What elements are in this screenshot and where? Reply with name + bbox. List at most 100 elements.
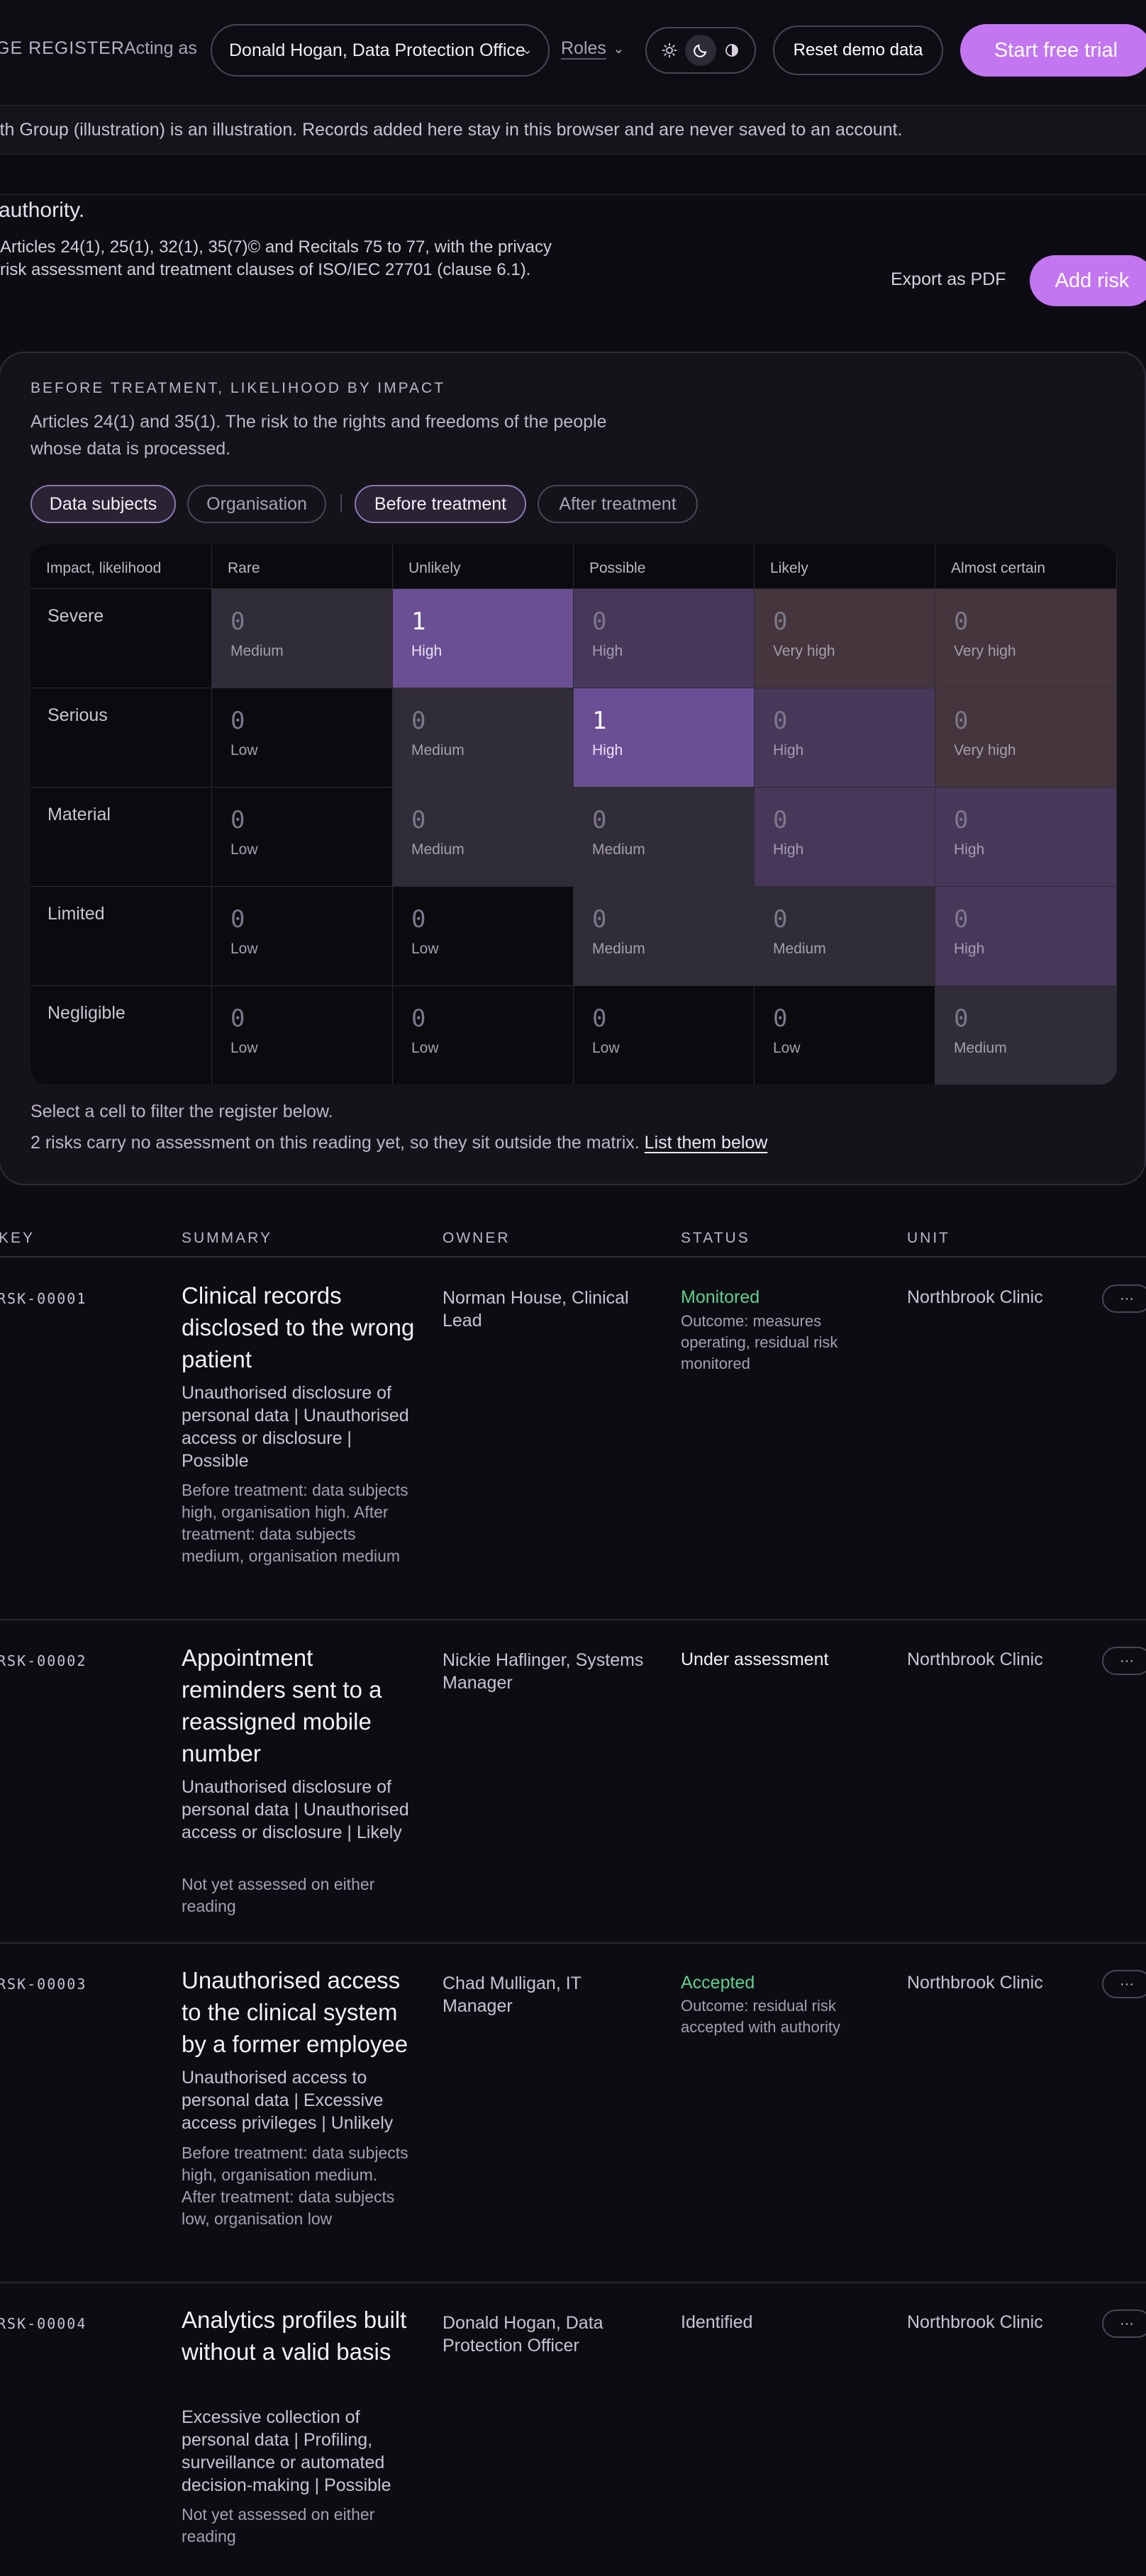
chevron-down-icon: ⌄ — [613, 41, 625, 57]
cell-risk-level: Low — [411, 941, 439, 957]
cell-risk-level: Medium — [592, 841, 645, 858]
matrix-cell[interactable]: 0 Low — [393, 985, 574, 1085]
theme-switcher — [645, 27, 756, 74]
cell-risk-level: High — [411, 643, 443, 659]
matrix-cell[interactable]: 0 High — [755, 787, 935, 886]
matrix-cell[interactable]: 0 Low — [212, 985, 393, 1085]
risk-assessment: Before treatment: data subjects high, or… — [182, 2144, 408, 2228]
cell-risk-level: Low — [411, 1040, 439, 1056]
chip-after-treatment[interactable]: After treatment — [538, 485, 698, 523]
row-actions-button[interactable]: ··· — [1102, 1970, 1146, 1998]
intro-heading-tail: authority. — [0, 198, 85, 222]
risk-unit: Northbrook Clinic — [907, 1650, 1043, 1669]
matrix-cell[interactable]: 1 High — [393, 588, 574, 688]
cell-count: 0 — [592, 806, 607, 834]
chip-before-treatment[interactable]: Before treatment — [355, 485, 526, 523]
risk-assessment: Before treatment: data subjects high, or… — [182, 1481, 408, 1565]
intro-references: Articles 24(1), 25(1), 32(1), 35(7)© and… — [0, 237, 552, 279]
cell-count: 0 — [592, 607, 607, 636]
impact-label: Material — [30, 787, 212, 886]
demo-notice-text: lth Group (illustration) is an illustrat… — [0, 120, 903, 140]
row-actions-button[interactable]: ··· — [1102, 2309, 1146, 2338]
matrix-cell[interactable]: 0 Low — [212, 688, 393, 787]
matrix-cell[interactable]: 0 Medium — [574, 886, 755, 985]
matrix-cell[interactable]: 0 Medium — [393, 787, 574, 886]
cell-count: 0 — [411, 1004, 426, 1033]
matrix-cell[interactable]: 0 Low — [574, 985, 755, 1085]
risk-unit: Northbrook Clinic — [907, 1973, 1043, 1993]
row-divider — [0, 1942, 1146, 1944]
matrix-corner-label: Impact, likelihood — [30, 544, 212, 588]
matrix-cell[interactable]: 0 Medium — [393, 688, 574, 787]
cell-count: 0 — [592, 1004, 607, 1033]
risk-key: RSK-00001 — [0, 1290, 87, 1307]
matrix-cell[interactable]: 0 High — [755, 688, 935, 787]
cell-risk-level: Medium — [954, 1040, 1007, 1056]
cell-risk-level: High — [592, 643, 623, 659]
cell-count: 0 — [954, 707, 969, 735]
add-risk-button[interactable]: Add risk — [1030, 255, 1146, 306]
column-header-unit: UNIT — [907, 1230, 950, 1246]
row-actions-button[interactable]: ··· — [1102, 1284, 1146, 1313]
risk-categories: Unauthorised access to personal data | E… — [182, 2068, 394, 2133]
cell-risk-level: High — [773, 841, 804, 858]
risk-assessment: Not yet assessed on either reading — [182, 2505, 375, 2546]
matrix-cell[interactable]: 0 Medium — [212, 588, 393, 688]
acting-as-label: Acting as — [124, 38, 197, 58]
matrix-cell[interactable]: 0 High — [935, 886, 1117, 985]
matrix-cell[interactable]: 0 Medium — [935, 985, 1117, 1085]
matrix-cell[interactable]: 1 High — [574, 688, 755, 787]
chip-data-subjects[interactable]: Data subjects — [30, 485, 176, 523]
risk-status-note: Outcome: residual risk accepted with aut… — [681, 1997, 841, 2036]
cell-risk-level: High — [592, 742, 623, 758]
cell-risk-level: Medium — [592, 941, 645, 957]
row-actions-button[interactable]: ··· — [1102, 1647, 1146, 1675]
cell-risk-level: Medium — [773, 941, 826, 957]
risk-unit: Northbrook Clinic — [907, 2312, 1043, 2332]
cell-risk-level: Low — [773, 1040, 801, 1056]
risk-categories: Excessive collection of personal data | … — [182, 2407, 391, 2495]
header-divider — [0, 1256, 1146, 1258]
chip-organisation[interactable]: Organisation — [187, 485, 326, 523]
matrix-cell[interactable]: 0 Low — [755, 985, 935, 1085]
matrix-cell[interactable]: 0 High — [574, 588, 755, 688]
risk-owner: Chad Mulligan, IT Manager — [443, 1973, 582, 2016]
risk-matrix-grid: Impact, likelihood Rare Unlikely Possible Li… — [30, 544, 1117, 1085]
matrix-cell[interactable]: 0 Very high — [935, 588, 1117, 688]
chevron-down-icon: ⌄ — [521, 43, 533, 57]
risk-title[interactable]: Clinical records disclosed to the wrong … — [182, 1282, 415, 1372]
cell-risk-level: Very high — [954, 742, 1016, 758]
matrix-cell[interactable]: 0 Low — [393, 886, 574, 985]
cell-count: 0 — [773, 806, 788, 834]
sun-icon[interactable] — [654, 35, 685, 66]
cell-count: 0 — [954, 905, 969, 934]
matrix-cell[interactable]: 0 High — [935, 787, 1117, 886]
cell-count: 0 — [954, 806, 969, 834]
cell-count: 1 — [592, 707, 607, 735]
risk-title[interactable]: Unauthorised access to the clinical syst… — [182, 1967, 408, 2057]
matrix-hint: Select a cell to filter the register bel… — [30, 1102, 333, 1121]
reset-demo-button[interactable]: Reset demo data — [773, 26, 943, 75]
matrix-cell[interactable]: 0 Low — [212, 886, 393, 985]
list-unassessed-link[interactable]: List them below — [644, 1133, 768, 1153]
cell-count: 0 — [773, 1004, 788, 1033]
divider — [0, 194, 1146, 195]
app-title: GE REGISTER — [0, 38, 125, 58]
risk-owner: Donald Hogan, Data Protection Officer — [443, 2313, 603, 2356]
contrast-icon[interactable] — [716, 35, 747, 66]
matrix-cell[interactable]: 0 Low — [212, 787, 393, 886]
start-trial-button[interactable]: Start free trial — [960, 24, 1146, 77]
matrix-cell[interactable]: 0 Medium — [755, 886, 935, 985]
roles-menu[interactable]: Roles — [561, 38, 606, 58]
risk-title[interactable]: Analytics profiles built without a valid… — [182, 2307, 407, 2365]
export-pdf-button[interactable]: Export as PDF — [891, 269, 1006, 289]
matrix-cell[interactable]: 0 Medium — [574, 787, 755, 886]
acting-user-select[interactable]: Donald Hogan, Data Protection Office ⌄ — [211, 24, 550, 77]
matrix-cell[interactable]: 0 Very high — [935, 688, 1117, 787]
demo-notice-banner: lth Group (illustration) is an illustrat… — [0, 105, 1146, 155]
moon-icon[interactable] — [685, 35, 716, 66]
risk-status-note: Outcome: measures operating, residual ri… — [681, 1312, 838, 1372]
matrix-cell[interactable]: 0 Very high — [755, 588, 935, 688]
risk-title[interactable]: Appointment reminders sent to a reassign… — [182, 1645, 382, 1766]
row-divider — [0, 2282, 1146, 2283]
